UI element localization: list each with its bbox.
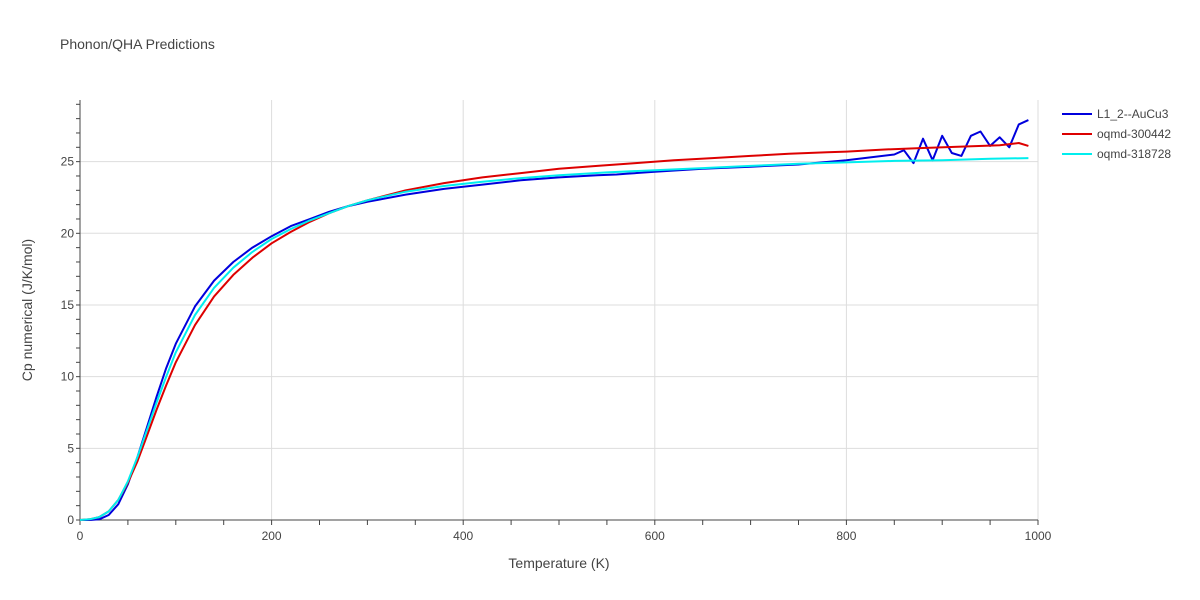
series-line-0 <box>80 119 1029 521</box>
x-tick-label: 800 <box>836 529 856 543</box>
x-tick-label: 1000 <box>1025 529 1052 543</box>
legend-label: oqmd-300442 <box>1097 127 1171 141</box>
x-axis-title: Temperature (K) <box>508 555 609 571</box>
chart-title: Phonon/QHA Predictions <box>60 36 215 52</box>
legend: L1_2--AuCu3 oqmd-300442 oqmd-318728 <box>1062 107 1171 161</box>
y-tick-label: 20 <box>61 226 75 240</box>
x-tick-label: 400 <box>453 529 473 543</box>
y-tick-labels: 0 5 10 15 20 25 <box>61 155 75 527</box>
y-axis-title: Cp numerical (J/K/mol) <box>19 239 35 381</box>
grid-lines <box>80 100 1039 520</box>
series-line-2 <box>79 157 1029 521</box>
legend-label: L1_2--AuCu3 <box>1097 107 1169 121</box>
y-tick-label: 0 <box>67 513 74 527</box>
x-tick-label: 0 <box>77 529 84 543</box>
x-tick-label: 600 <box>645 529 665 543</box>
y-tick-label: 25 <box>61 155 75 169</box>
plot-area <box>79 119 1029 521</box>
y-tick-label: 10 <box>61 370 75 384</box>
x-tick-labels: 0 200 400 600 800 1000 <box>77 529 1052 543</box>
series-line-1 <box>79 142 1029 521</box>
y-tick-label: 5 <box>67 441 74 455</box>
y-tick-label: 15 <box>61 298 75 312</box>
x-tick-label: 200 <box>262 529 282 543</box>
legend-label: oqmd-318728 <box>1097 147 1171 161</box>
axes <box>76 100 1039 525</box>
